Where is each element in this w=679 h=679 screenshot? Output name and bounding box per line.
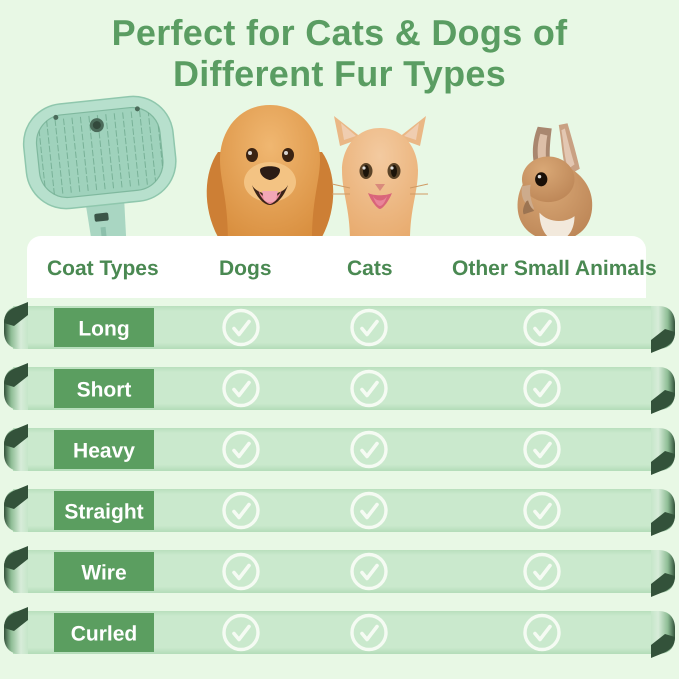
svg-text:Long: Long xyxy=(78,318,129,341)
svg-text:Wire: Wire xyxy=(81,562,126,585)
svg-text:Straight: Straight xyxy=(64,501,143,524)
svg-text:Short: Short xyxy=(77,379,132,402)
svg-text:Heavy: Heavy xyxy=(73,440,135,463)
svg-text:Curled: Curled xyxy=(71,623,138,646)
